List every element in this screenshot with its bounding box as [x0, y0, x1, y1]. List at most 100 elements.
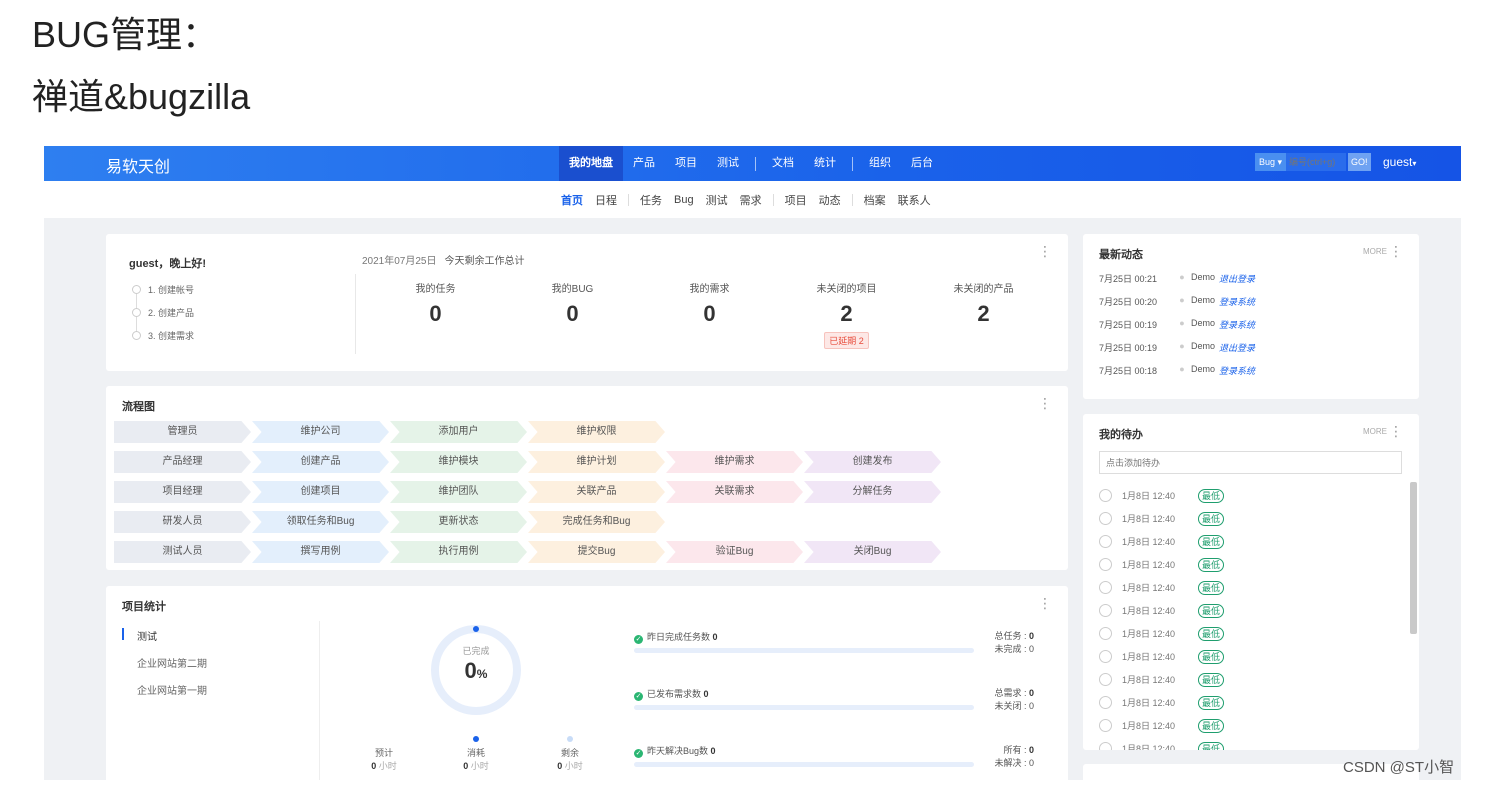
brand-logo[interactable]: 易软天创 — [106, 159, 171, 176]
flow-step[interactable]: 提交Bug — [528, 541, 665, 563]
news-action-link[interactable]: 退出登录 — [1219, 274, 1256, 284]
more-options-icon[interactable]: ⋮ — [1038, 395, 1052, 411]
search-type-select[interactable]: Bug ▾ — [1255, 153, 1287, 171]
todo-item[interactable]: 1月8日 12:40 最低 — [1099, 714, 1225, 737]
nav-company[interactable]: 组织 — [869, 157, 891, 169]
nav-test[interactable]: 测试 — [717, 157, 739, 169]
subnav-dynamic[interactable]: 动态 — [818, 194, 841, 207]
date-summary: 2021年07月25日 今天剩余工作总计 — [362, 252, 525, 267]
nav-report[interactable]: 统计 — [814, 157, 836, 169]
more-options-icon[interactable]: ⋮ — [1389, 243, 1403, 259]
subnav-profile[interactable]: 档案 — [863, 194, 886, 207]
more-options-icon[interactable]: ⋮ — [1038, 595, 1052, 611]
stat-my-stories[interactable]: 我的需求 0 — [641, 280, 778, 349]
flow-step[interactable]: 创建发布 — [804, 451, 941, 473]
subnav-bug[interactable]: Bug — [674, 193, 694, 206]
stat-my-bugs[interactable]: 我的BUG 0 — [504, 280, 641, 349]
news-action-link[interactable]: 登录系统 — [1219, 297, 1256, 307]
card-title: 我的待办 — [1099, 429, 1143, 441]
todo-checkbox[interactable] — [1099, 604, 1112, 617]
flow-step[interactable]: 维护需求 — [666, 451, 803, 473]
todo-checkbox[interactable] — [1099, 627, 1112, 640]
todo-item[interactable]: 1月8日 12:40 最低 — [1099, 553, 1225, 576]
nav-product[interactable]: 产品 — [633, 157, 655, 169]
todo-checkbox[interactable] — [1099, 650, 1112, 663]
add-todo-input[interactable] — [1099, 451, 1402, 474]
flow-step[interactable]: 撰写用例 — [252, 541, 389, 563]
todo-item[interactable]: 1月8日 12:40 最低 — [1099, 599, 1225, 622]
flow-step[interactable]: 维护计划 — [528, 451, 665, 473]
flow-step[interactable]: 维护团队 — [390, 481, 527, 503]
scrollbar[interactable] — [1410, 482, 1417, 634]
subnav-test[interactable]: 测试 — [705, 194, 728, 207]
subnav-task[interactable]: 任务 — [640, 194, 662, 207]
flow-step[interactable]: 执行用例 — [390, 541, 527, 563]
subnav-calendar[interactable]: 日程 — [595, 194, 617, 207]
todo-item[interactable]: 1月8日 12:40 最低 — [1099, 576, 1225, 599]
todo-item[interactable]: 1月8日 12:40 最低 — [1099, 484, 1225, 507]
step-item[interactable]: 2. 创建产品 — [132, 306, 194, 329]
stat-open-projects[interactable]: 未关闭的项目 2 已延期 2 — [778, 280, 915, 349]
stat-open-products[interactable]: 未关闭的产品 2 — [915, 280, 1052, 349]
project-item[interactable]: 企业网站第一期 — [137, 686, 207, 697]
subnav-project[interactable]: 项目 — [784, 194, 807, 207]
news-action-link[interactable]: 登录系统 — [1219, 366, 1256, 376]
todo-item[interactable]: 1月8日 12:40 最低 — [1099, 691, 1225, 714]
todo-checkbox[interactable] — [1099, 581, 1112, 594]
todo-checkbox[interactable] — [1099, 719, 1112, 732]
todo-checkbox[interactable] — [1099, 742, 1112, 750]
subnav-home[interactable]: 首页 — [561, 194, 583, 207]
flow-step[interactable]: 创建项目 — [252, 481, 389, 503]
flow-step[interactable]: 关联产品 — [528, 481, 665, 503]
todo-checkbox[interactable] — [1099, 673, 1112, 686]
flow-step[interactable]: 维护权限 — [528, 421, 665, 443]
more-options-icon[interactable]: ⋮ — [1038, 243, 1052, 259]
todo-checkbox[interactable] — [1099, 696, 1112, 709]
todo-item[interactable]: 1月8日 12:40 最低 — [1099, 737, 1225, 750]
flow-step[interactable]: 分解任务 — [804, 481, 941, 503]
flow-step[interactable]: 添加用户 — [390, 421, 527, 443]
step-item[interactable]: 3. 创建需求 — [132, 329, 194, 352]
project-item[interactable]: 测试 — [122, 628, 207, 655]
todo-item[interactable]: 1月8日 12:40 最低 — [1099, 645, 1225, 668]
step-item[interactable]: 1. 创建帐号 — [132, 283, 194, 306]
page-heading-bug: BUG管理： — [32, 14, 219, 55]
subnav-story[interactable]: 需求 — [739, 194, 762, 207]
more-link[interactable]: MORE — [1363, 247, 1387, 256]
nav-admin[interactable]: 后台 — [911, 157, 933, 169]
project-item[interactable]: 企业网站第二期 — [137, 659, 207, 670]
flow-step[interactable]: 关闭Bug — [804, 541, 941, 563]
stat-my-tasks[interactable]: 我的任务 0 — [367, 280, 504, 349]
progress-ring-marker — [473, 626, 479, 632]
search-input[interactable] — [1286, 153, 1347, 171]
news-action-link[interactable]: 退出登录 — [1219, 343, 1256, 353]
todo-time: 1月8日 12:40 — [1122, 675, 1176, 685]
flow-step[interactable]: 维护模块 — [390, 451, 527, 473]
flow-step[interactable]: 验证Bug — [666, 541, 803, 563]
todo-item[interactable]: 1月8日 12:40 最低 — [1099, 530, 1225, 553]
flow-step[interactable]: 创建产品 — [252, 451, 389, 473]
todo-checkbox[interactable] — [1099, 535, 1112, 548]
news-action-link[interactable]: 登录系统 — [1219, 320, 1256, 330]
user-menu[interactable]: guest▾ — [1383, 155, 1417, 169]
todo-item[interactable]: 1月8日 12:40 最低 — [1099, 622, 1225, 645]
nav-my[interactable]: 我的地盘 — [559, 146, 623, 181]
nav-project[interactable]: 项目 — [675, 157, 697, 169]
more-options-icon[interactable]: ⋮ — [1389, 423, 1403, 439]
flow-step[interactable]: 领取任务和Bug — [252, 511, 389, 533]
search-go-button[interactable]: GO! — [1348, 153, 1371, 171]
todo-checkbox[interactable] — [1099, 489, 1112, 502]
more-link[interactable]: MORE — [1363, 427, 1387, 436]
todo-checkbox[interactable] — [1099, 512, 1112, 525]
flow-step[interactable]: 维护公司 — [252, 421, 389, 443]
flow-step[interactable]: 完成任务和Bug — [528, 511, 665, 533]
todo-item[interactable]: 1月8日 12:40 最低 — [1099, 668, 1225, 691]
todo-item[interactable]: 1月8日 12:40 最低 — [1099, 507, 1225, 530]
todo-time: 1月8日 12:40 — [1122, 583, 1176, 593]
subnav-contacts[interactable]: 联系人 — [897, 194, 931, 207]
flow-step[interactable]: 更新状态 — [390, 511, 527, 533]
flow-step[interactable]: 关联需求 — [666, 481, 803, 503]
flow-row: 研发人员 领取任务和Bug 更新状态 完成任务和Bug — [114, 511, 942, 533]
todo-checkbox[interactable] — [1099, 558, 1112, 571]
nav-doc[interactable]: 文档 — [772, 157, 794, 169]
